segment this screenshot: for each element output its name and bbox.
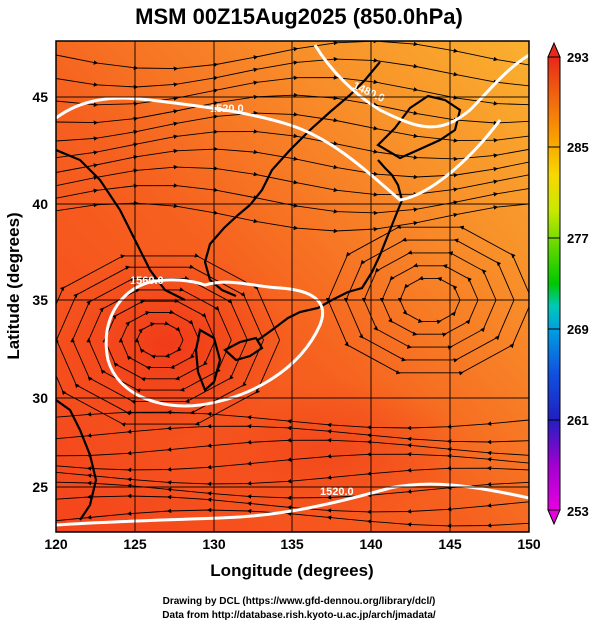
taiwan-coast bbox=[56, 399, 98, 521]
y-axis: 25 30 35 40 45 Latitude (degrees) bbox=[4, 89, 48, 495]
contour-1520-south bbox=[56, 482, 529, 527]
kyushu-coast bbox=[194, 328, 222, 392]
colorbar-tick-label: 277 bbox=[567, 231, 589, 246]
coastlines bbox=[56, 61, 462, 521]
y-tick-label: 25 bbox=[32, 479, 48, 495]
x-tick-label: 125 bbox=[123, 536, 147, 552]
x-tick-label: 120 bbox=[44, 536, 68, 552]
contour-label-1520-south: 1520.0 bbox=[320, 486, 354, 498]
colorbar: 293 285 277 269 261 253 bbox=[547, 41, 589, 526]
x-tick-label: 145 bbox=[438, 536, 462, 552]
y-tick-label: 40 bbox=[32, 196, 48, 212]
x-tick-label: 140 bbox=[359, 536, 383, 552]
colorbar-tick-label: 253 bbox=[567, 504, 589, 519]
colorbar-tick-label: 285 bbox=[567, 140, 589, 155]
x-axis: 120 125 130 135 140 145 150 Longitude (d… bbox=[44, 536, 541, 580]
credit-data: Data from http://database.rish.kyoto-u.a… bbox=[162, 610, 436, 621]
credit-drawing: Drawing by DCL (https://www.gfd-dennou.o… bbox=[163, 596, 436, 607]
x-tick-label: 150 bbox=[517, 536, 541, 552]
colorbar-min-arrow bbox=[547, 509, 561, 526]
colorbar-tick-label: 269 bbox=[567, 322, 589, 337]
contour-1560 bbox=[104, 278, 324, 408]
contour-1480 bbox=[313, 44, 529, 129]
hokkaido-coast bbox=[376, 94, 462, 160]
plot-frame bbox=[55, 40, 530, 533]
streamline bbox=[56, 507, 529, 529]
china-coast bbox=[56, 148, 186, 301]
colorbar-max-arrow bbox=[547, 41, 561, 58]
korea-coast bbox=[203, 204, 251, 298]
y-axis-label: Latitude (degrees) bbox=[4, 212, 23, 359]
plot-area: 1480.0 1520.0 1560.0 1520.0 bbox=[55, 40, 530, 533]
contour-1520-north bbox=[56, 96, 502, 202]
x-tick-label: 130 bbox=[202, 536, 226, 552]
y-tick-label: 45 bbox=[32, 89, 48, 105]
colorbar-scale bbox=[547, 56, 561, 511]
y-tick-label: 35 bbox=[32, 292, 48, 308]
contour-label-1560: 1560.0 bbox=[130, 275, 164, 287]
x-tick-label: 135 bbox=[280, 536, 304, 552]
x-axis-label: Longitude (degrees) bbox=[210, 561, 373, 580]
figure-title: MSM 00Z15Aug2025 (850.0hPa) bbox=[135, 4, 463, 29]
contour-label-1520-north: 1520.0 bbox=[210, 103, 244, 115]
y-tick-label: 30 bbox=[32, 390, 48, 406]
height-contours bbox=[56, 44, 529, 527]
streamline bbox=[56, 200, 529, 234]
shikoku-coast bbox=[223, 336, 264, 362]
warm-south-region bbox=[190, 380, 470, 520]
grid-lines bbox=[56, 41, 529, 532]
streamlines bbox=[56, 41, 529, 529]
colorbar-tick-label: 261 bbox=[567, 413, 589, 428]
mainland-coast bbox=[249, 61, 381, 206]
honshu-coast bbox=[257, 159, 404, 341]
colorbar-tick-label: 293 bbox=[567, 50, 589, 65]
